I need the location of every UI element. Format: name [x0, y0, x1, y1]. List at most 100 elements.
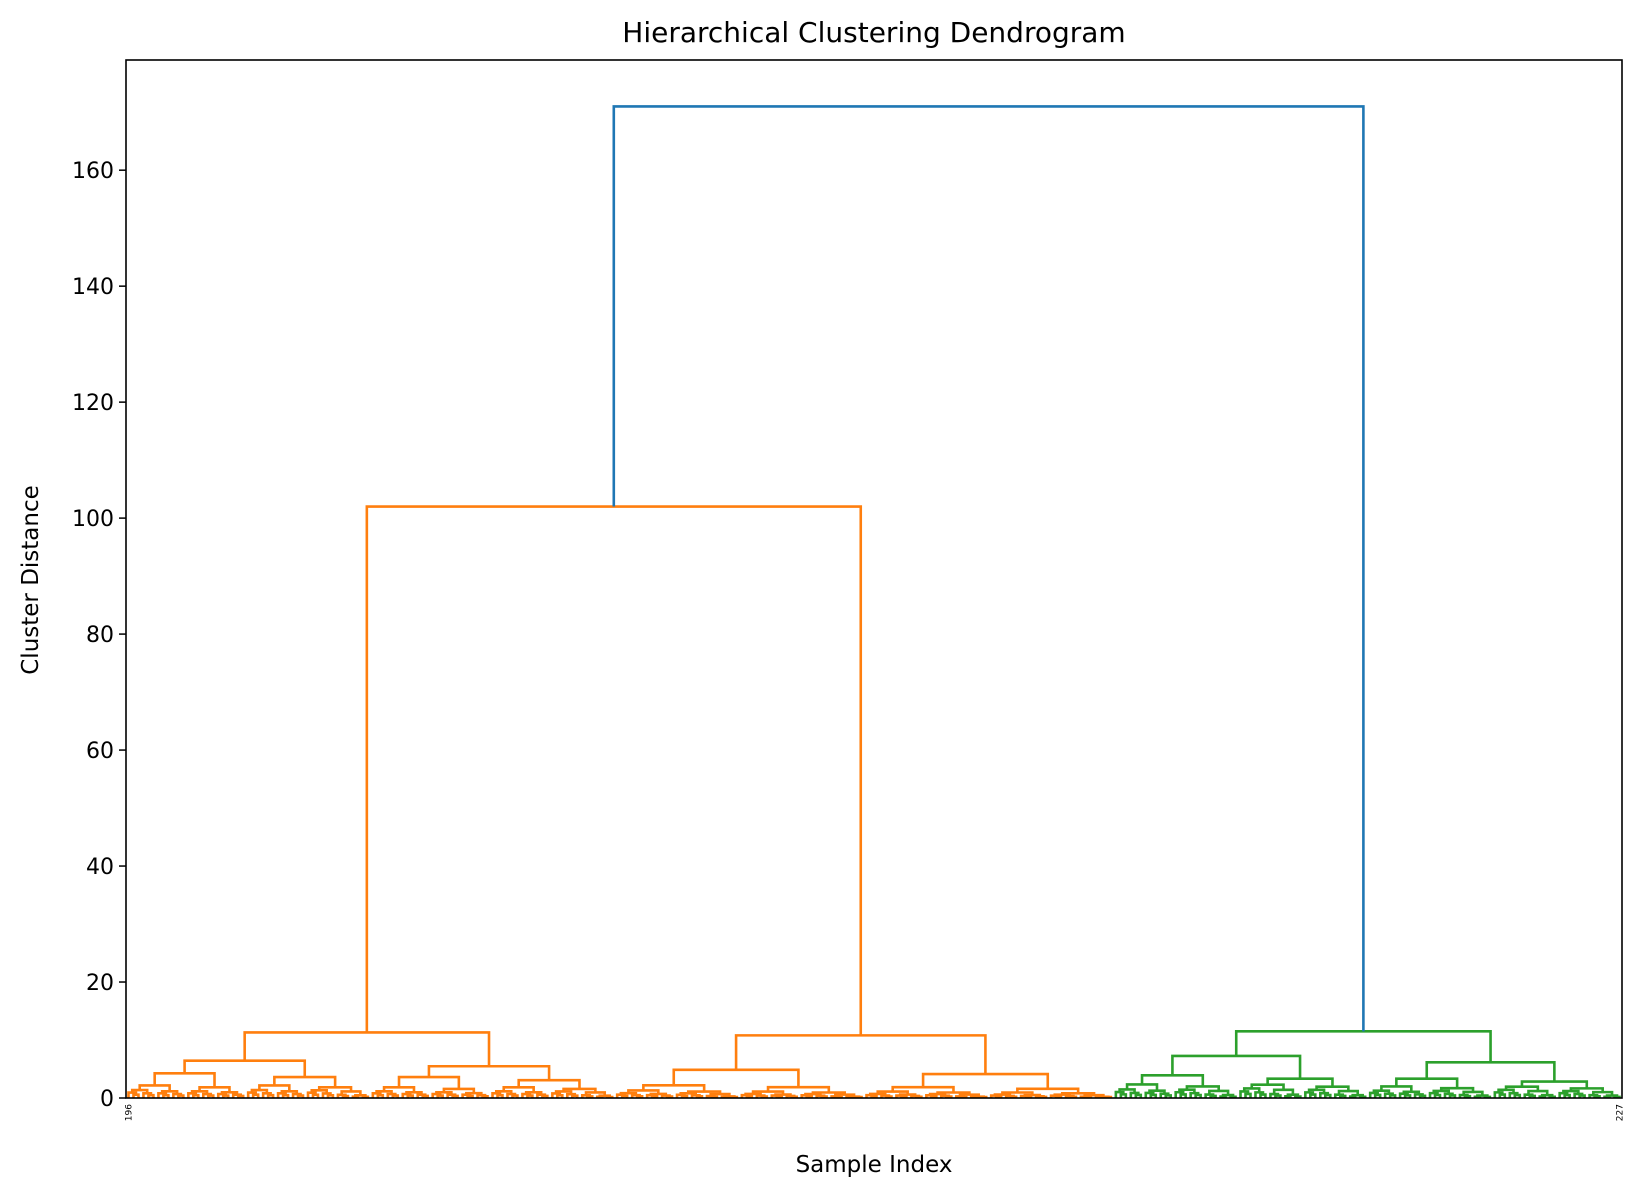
dendrogram-link [494, 1089, 513, 1095]
dendrogram-link [1443, 1092, 1454, 1098]
dendrogram-link [1234, 1030, 1492, 1063]
dendrogram-link [954, 1095, 966, 1098]
dendrogram-link [1209, 1094, 1217, 1098]
dendrogram-link [1060, 1092, 1096, 1096]
dendrogram-link [326, 1093, 335, 1098]
dendrogram-link [830, 1095, 841, 1098]
dendrogram-link [740, 1093, 751, 1098]
dendrogram-link [160, 1089, 179, 1095]
leaf-labels: 196 227 [124, 1104, 1625, 1121]
dendrogram-link [1119, 1093, 1128, 1098]
dendrogram-link [1513, 1093, 1522, 1098]
dendrogram-link [1208, 1089, 1230, 1096]
dendrogram-link [266, 1093, 275, 1098]
dendrogram-link [435, 1090, 453, 1095]
dendrogram-link [1433, 1093, 1442, 1098]
dendrogram-link [281, 1093, 290, 1098]
y-tick-label: 20 [86, 971, 114, 996]
dendrogram-link [675, 1093, 686, 1098]
dendrogram-link [1540, 1093, 1554, 1097]
x-axis-label: Sample Index [796, 1152, 953, 1178]
dendrogram-link [310, 1089, 329, 1094]
dendrogram-link [466, 1094, 474, 1098]
dendrogram-link [910, 1094, 921, 1098]
dendrogram-link [1497, 1088, 1515, 1094]
dendrogram-link [524, 1090, 543, 1095]
dendrogram-link [785, 1094, 796, 1098]
dendrogram-link [153, 1072, 216, 1088]
leaf-label: 196 [124, 1104, 134, 1121]
dendrogram-link [1413, 1093, 1424, 1098]
dendrogram-link [1439, 1086, 1475, 1092]
dendrogram-link [1274, 1094, 1282, 1098]
y-axis: 0 20 40 60 80 100 120 140 160 [72, 159, 126, 1112]
dendrogram-link [1520, 1080, 1589, 1089]
dendrogram-link [1592, 1090, 1614, 1096]
dendrogram-link [1337, 1089, 1360, 1096]
dendrogram-link [220, 1090, 239, 1095]
dendrogram-link [251, 1093, 260, 1098]
dendrogram-link [465, 1091, 483, 1096]
dendrogram-link [1171, 1054, 1302, 1079]
dendrogram-link [354, 1094, 367, 1097]
dendrogram-link [397, 1075, 461, 1089]
dendrogram-link [365, 505, 863, 1036]
dendrogram-link [1333, 1093, 1345, 1098]
dendrogram-link [745, 1094, 754, 1098]
dendrogram-link [868, 1092, 887, 1096]
dendrogram-link [405, 1090, 423, 1095]
dendrogram-link [649, 1092, 668, 1096]
dendrogram-link [1527, 1089, 1549, 1096]
dendrogram-link [1448, 1094, 1457, 1098]
dendrogram-link [258, 1084, 291, 1092]
dendrogram-link [1242, 1087, 1261, 1093]
dendrogram-link [1023, 1093, 1042, 1097]
plot-frame [125, 59, 1623, 1099]
dendrogram-link [562, 1087, 597, 1093]
dendrogram-link [672, 1068, 800, 1088]
dendrogram-link [1563, 1093, 1571, 1098]
dendrogram-link [1266, 1077, 1334, 1087]
chart-title: Hierarchical Clustering Dendrogram [622, 16, 1125, 49]
dendrogram-link [805, 1095, 813, 1098]
dendrogram-link [280, 1089, 299, 1095]
dendrogram-link [162, 1093, 170, 1098]
dendrogram-link [138, 1084, 171, 1092]
dendrogram-link [690, 1093, 701, 1098]
dendrogram-link [183, 1059, 307, 1078]
dendrogram-link [132, 1093, 140, 1098]
dendrogram-link [1194, 1093, 1202, 1098]
dendrogram-link [476, 1093, 487, 1098]
dendrogram-link [341, 1094, 350, 1098]
dendrogram-link [1272, 1088, 1295, 1095]
dendrogram-link [1588, 1093, 1599, 1098]
y-tick-label: 100 [72, 507, 114, 532]
dendrogram-link [1395, 1077, 1459, 1089]
dendrogram-link [321, 1092, 332, 1098]
dendrogram-link [376, 1093, 385, 1098]
dendrogram-link [421, 1094, 429, 1098]
y-tick-label: 40 [86, 855, 114, 880]
dendrogram-link [598, 1094, 612, 1098]
y-tick-label: 160 [72, 159, 114, 184]
dendrogram-link [800, 1093, 811, 1098]
dendrogram-link [744, 1092, 762, 1096]
dendrogram-link [1562, 1089, 1580, 1094]
dendrogram-link [630, 1093, 641, 1098]
y-tick-label: 60 [86, 739, 114, 764]
dendrogram-link [147, 1093, 155, 1098]
dendrogram-link [734, 1034, 987, 1075]
dendrogram-link [541, 1094, 549, 1098]
dendrogram-link [190, 1089, 209, 1095]
dendrogram-link [551, 1092, 562, 1098]
dendrogram-link [898, 1093, 917, 1096]
dendrogram-link [451, 1094, 459, 1098]
dendrogram-link [273, 1075, 337, 1088]
y-tick-label: 120 [72, 391, 114, 416]
y-tick-label: 0 [100, 1087, 114, 1112]
dendrogram-link [1476, 1094, 1489, 1097]
dendrogram-link [1284, 1095, 1292, 1098]
y-axis-label: Cluster Distance [18, 485, 44, 675]
dendrogram-link [993, 1093, 1012, 1096]
